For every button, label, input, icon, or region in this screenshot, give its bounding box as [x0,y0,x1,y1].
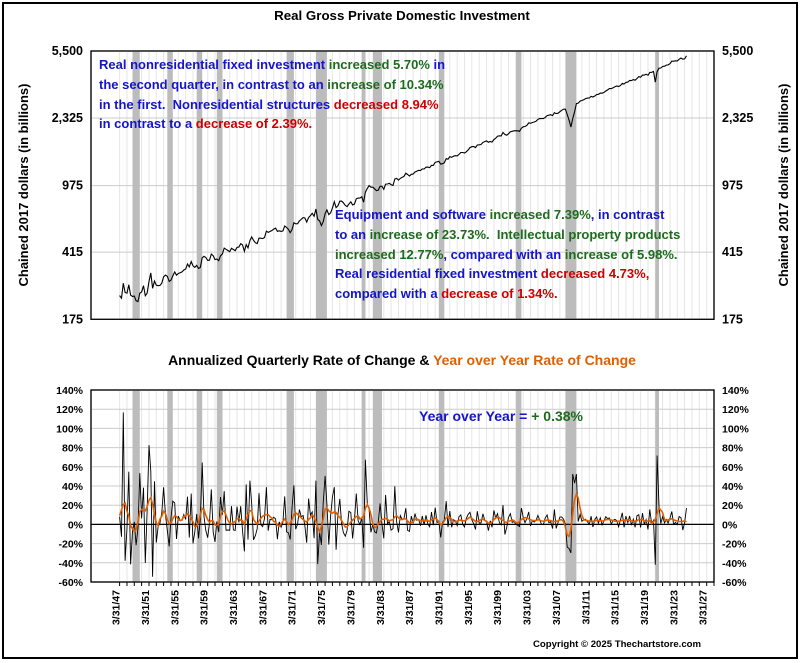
svg-text:3/31/15: 3/31/15 [610,590,622,625]
svg-text:3/31/79: 3/31/79 [345,590,357,625]
svg-text:-60%: -60% [722,577,747,589]
svg-text:5,500: 5,500 [722,44,753,58]
svg-text:140%: 140% [722,385,750,397]
svg-text:415: 415 [62,245,83,259]
svg-text:80%: 80% [722,443,744,455]
svg-text:40%: 40% [722,481,744,493]
svg-text:60%: 60% [62,462,84,474]
svg-text:3/31/55: 3/31/55 [169,590,181,625]
svg-text:-20%: -20% [58,539,83,551]
svg-text:3/31/91: 3/31/91 [434,590,446,625]
svg-text:5,500: 5,500 [52,44,83,58]
svg-text:3/31/59: 3/31/59 [199,590,211,625]
svg-text:3/31/71: 3/31/71 [287,590,299,625]
svg-text:3/31/11: 3/31/11 [580,590,592,625]
svg-text:120%: 120% [722,404,750,416]
svg-text:3/31/87: 3/31/87 [404,590,416,625]
svg-text:60%: 60% [722,462,744,474]
svg-text:-60%: -60% [58,577,83,589]
svg-text:0%: 0% [722,519,738,531]
svg-text:2,325: 2,325 [52,111,83,125]
svg-text:100%: 100% [722,423,750,435]
svg-text:975: 975 [722,179,743,193]
svg-text:3/31/51: 3/31/51 [140,590,152,625]
svg-text:3/31/63: 3/31/63 [228,590,240,625]
svg-text:20%: 20% [722,500,744,512]
svg-text:40%: 40% [62,481,84,493]
svg-text:3/31/27: 3/31/27 [698,590,710,625]
svg-text:3/31/03: 3/31/03 [522,590,534,625]
svg-text:2,325: 2,325 [722,111,753,125]
svg-text:20%: 20% [62,500,84,512]
svg-text:100%: 100% [56,423,84,435]
svg-text:175: 175 [62,312,83,326]
svg-text:-40%: -40% [722,558,747,570]
svg-text:-40%: -40% [58,558,83,570]
svg-text:3/31/83: 3/31/83 [375,590,387,625]
svg-text:3/31/07: 3/31/07 [551,590,563,625]
svg-text:0%: 0% [68,519,84,531]
svg-text:-20%: -20% [722,539,747,551]
svg-text:3/31/47: 3/31/47 [111,590,123,625]
svg-text:140%: 140% [56,385,84,397]
svg-text:3/31/99: 3/31/99 [492,590,504,625]
svg-text:975: 975 [62,179,83,193]
svg-text:120%: 120% [56,404,84,416]
svg-text:3/31/75: 3/31/75 [316,590,328,625]
svg-text:3/31/19: 3/31/19 [639,590,651,625]
svg-text:3/31/23: 3/31/23 [668,590,680,625]
svg-text:3/31/67: 3/31/67 [257,590,269,625]
svg-text:3/31/95: 3/31/95 [463,590,475,625]
svg-text:175: 175 [722,312,743,326]
svg-text:80%: 80% [62,443,84,455]
